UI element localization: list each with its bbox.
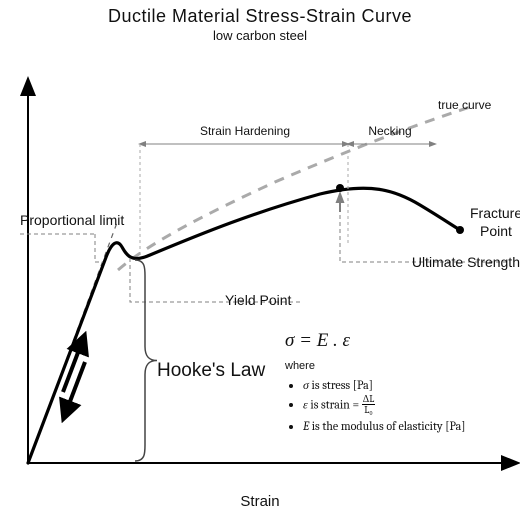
equation-where: where — [285, 358, 520, 375]
chart-title: Ductile Material Stress-Strain Curve — [0, 6, 520, 27]
fracture-point-label-line1: Fracture — [470, 205, 520, 221]
ultimate-strength-point — [336, 184, 344, 192]
eq-line-modulus: E is the modulus of elasticity [Pa] — [303, 417, 520, 435]
elastic-arrow-down — [66, 362, 85, 412]
fracture-point-label-line2: Point — [480, 223, 512, 239]
hooke-formula: σ = E . ε — [285, 327, 520, 356]
chart-subtitle: low carbon steel — [0, 28, 520, 43]
fracture-point — [456, 226, 464, 234]
yield-point-label: Yield Point — [225, 292, 291, 308]
equation-box: σ = E . ε where σ is stress [Pa] ε is st… — [285, 327, 520, 436]
necking-label: Necking — [350, 124, 430, 138]
x-axis-label: Strain — [0, 493, 520, 510]
hooke-brace-icon — [135, 260, 157, 461]
strain-hardening-label: Strain Hardening — [165, 124, 325, 138]
chart-area: true curve Strain Hardening Necking Prop… — [0, 62, 520, 492]
eq-line-strain: ε is strain = ΔLL₀ — [303, 395, 520, 416]
eq-line-stress: σ is stress [Pa] — [303, 376, 520, 394]
hookes-law-label: Hooke's Law — [157, 360, 265, 382]
ultimate-strength-label: Ultimate Strength — [360, 254, 520, 270]
strain-hardening-span — [140, 144, 348, 254]
proportional-limit-leader — [20, 234, 103, 262]
true-curve-label: true curve — [438, 98, 491, 112]
proportional-limit-label: Proportional limit — [20, 212, 124, 228]
